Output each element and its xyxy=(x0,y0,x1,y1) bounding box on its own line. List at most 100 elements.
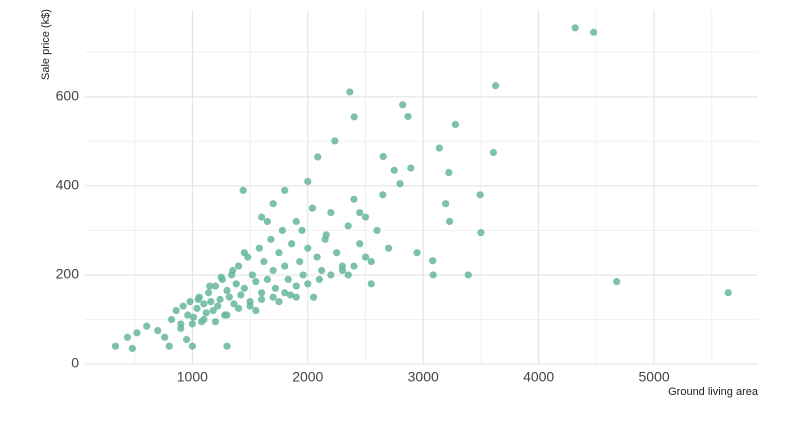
point xyxy=(281,289,289,297)
point xyxy=(237,291,245,299)
point xyxy=(292,282,300,290)
point xyxy=(232,280,240,288)
point xyxy=(217,273,225,281)
point xyxy=(613,278,621,286)
point xyxy=(327,209,335,217)
point xyxy=(269,200,277,208)
point xyxy=(214,302,222,310)
point xyxy=(396,180,404,188)
x-tick-label: 1000 xyxy=(177,369,208,385)
point xyxy=(263,275,271,283)
point xyxy=(281,186,289,194)
point xyxy=(230,300,238,308)
point xyxy=(179,302,187,310)
point xyxy=(327,271,335,279)
point xyxy=(182,335,191,344)
point xyxy=(267,235,275,243)
point xyxy=(167,315,176,324)
point xyxy=(275,298,283,306)
point xyxy=(223,286,231,295)
point xyxy=(429,257,437,265)
point xyxy=(202,309,210,317)
point xyxy=(229,266,237,275)
point xyxy=(188,320,196,328)
point xyxy=(333,249,341,257)
point xyxy=(331,137,339,145)
point xyxy=(361,213,370,221)
point xyxy=(313,253,321,261)
point xyxy=(165,342,173,350)
x-tick-label: 5000 xyxy=(639,369,670,385)
point xyxy=(385,244,393,252)
point xyxy=(223,311,231,319)
point xyxy=(194,295,202,304)
point xyxy=(186,298,194,306)
point xyxy=(275,249,283,257)
point xyxy=(248,271,256,279)
point xyxy=(154,327,162,335)
point xyxy=(350,195,358,203)
point xyxy=(451,120,460,129)
point xyxy=(240,249,248,257)
point xyxy=(379,191,387,199)
point xyxy=(404,112,412,121)
point xyxy=(269,266,277,275)
point xyxy=(344,222,352,230)
point xyxy=(269,293,277,301)
point xyxy=(356,209,364,217)
point xyxy=(200,300,208,308)
point xyxy=(442,200,450,208)
point xyxy=(193,304,201,312)
point xyxy=(379,152,387,161)
point xyxy=(172,306,180,315)
point xyxy=(288,240,296,248)
point xyxy=(292,293,300,301)
x-tick-label: 4000 xyxy=(523,369,554,385)
point xyxy=(296,257,304,266)
point xyxy=(211,282,220,290)
point xyxy=(184,311,192,319)
point xyxy=(318,266,326,275)
point xyxy=(571,24,579,32)
point xyxy=(206,282,214,290)
point xyxy=(399,101,407,109)
point xyxy=(373,226,381,235)
point xyxy=(207,298,215,306)
point xyxy=(216,295,224,304)
point xyxy=(435,144,443,152)
point xyxy=(429,271,437,279)
point xyxy=(286,291,295,299)
point xyxy=(350,262,358,270)
point xyxy=(298,226,306,235)
point xyxy=(413,249,421,257)
point xyxy=(246,302,254,310)
point xyxy=(445,217,454,226)
point xyxy=(209,306,217,315)
point xyxy=(278,226,286,235)
point xyxy=(204,289,213,297)
point xyxy=(200,315,208,324)
point xyxy=(350,113,358,121)
point xyxy=(271,284,280,292)
point xyxy=(477,229,485,237)
point xyxy=(239,186,247,194)
y-tick-label: 600 xyxy=(56,88,80,104)
y-axis-label: Sale price (k$) xyxy=(40,9,52,80)
point xyxy=(344,271,352,279)
point xyxy=(321,235,329,243)
point xyxy=(590,28,598,36)
point xyxy=(476,191,484,199)
point xyxy=(143,322,151,330)
point xyxy=(367,257,375,266)
point xyxy=(240,284,248,292)
point xyxy=(724,289,732,297)
point xyxy=(407,164,415,172)
point xyxy=(252,278,260,286)
point xyxy=(223,342,231,350)
point xyxy=(464,271,472,279)
point xyxy=(315,275,323,283)
point xyxy=(177,324,185,332)
point xyxy=(304,244,312,252)
point xyxy=(299,271,307,279)
